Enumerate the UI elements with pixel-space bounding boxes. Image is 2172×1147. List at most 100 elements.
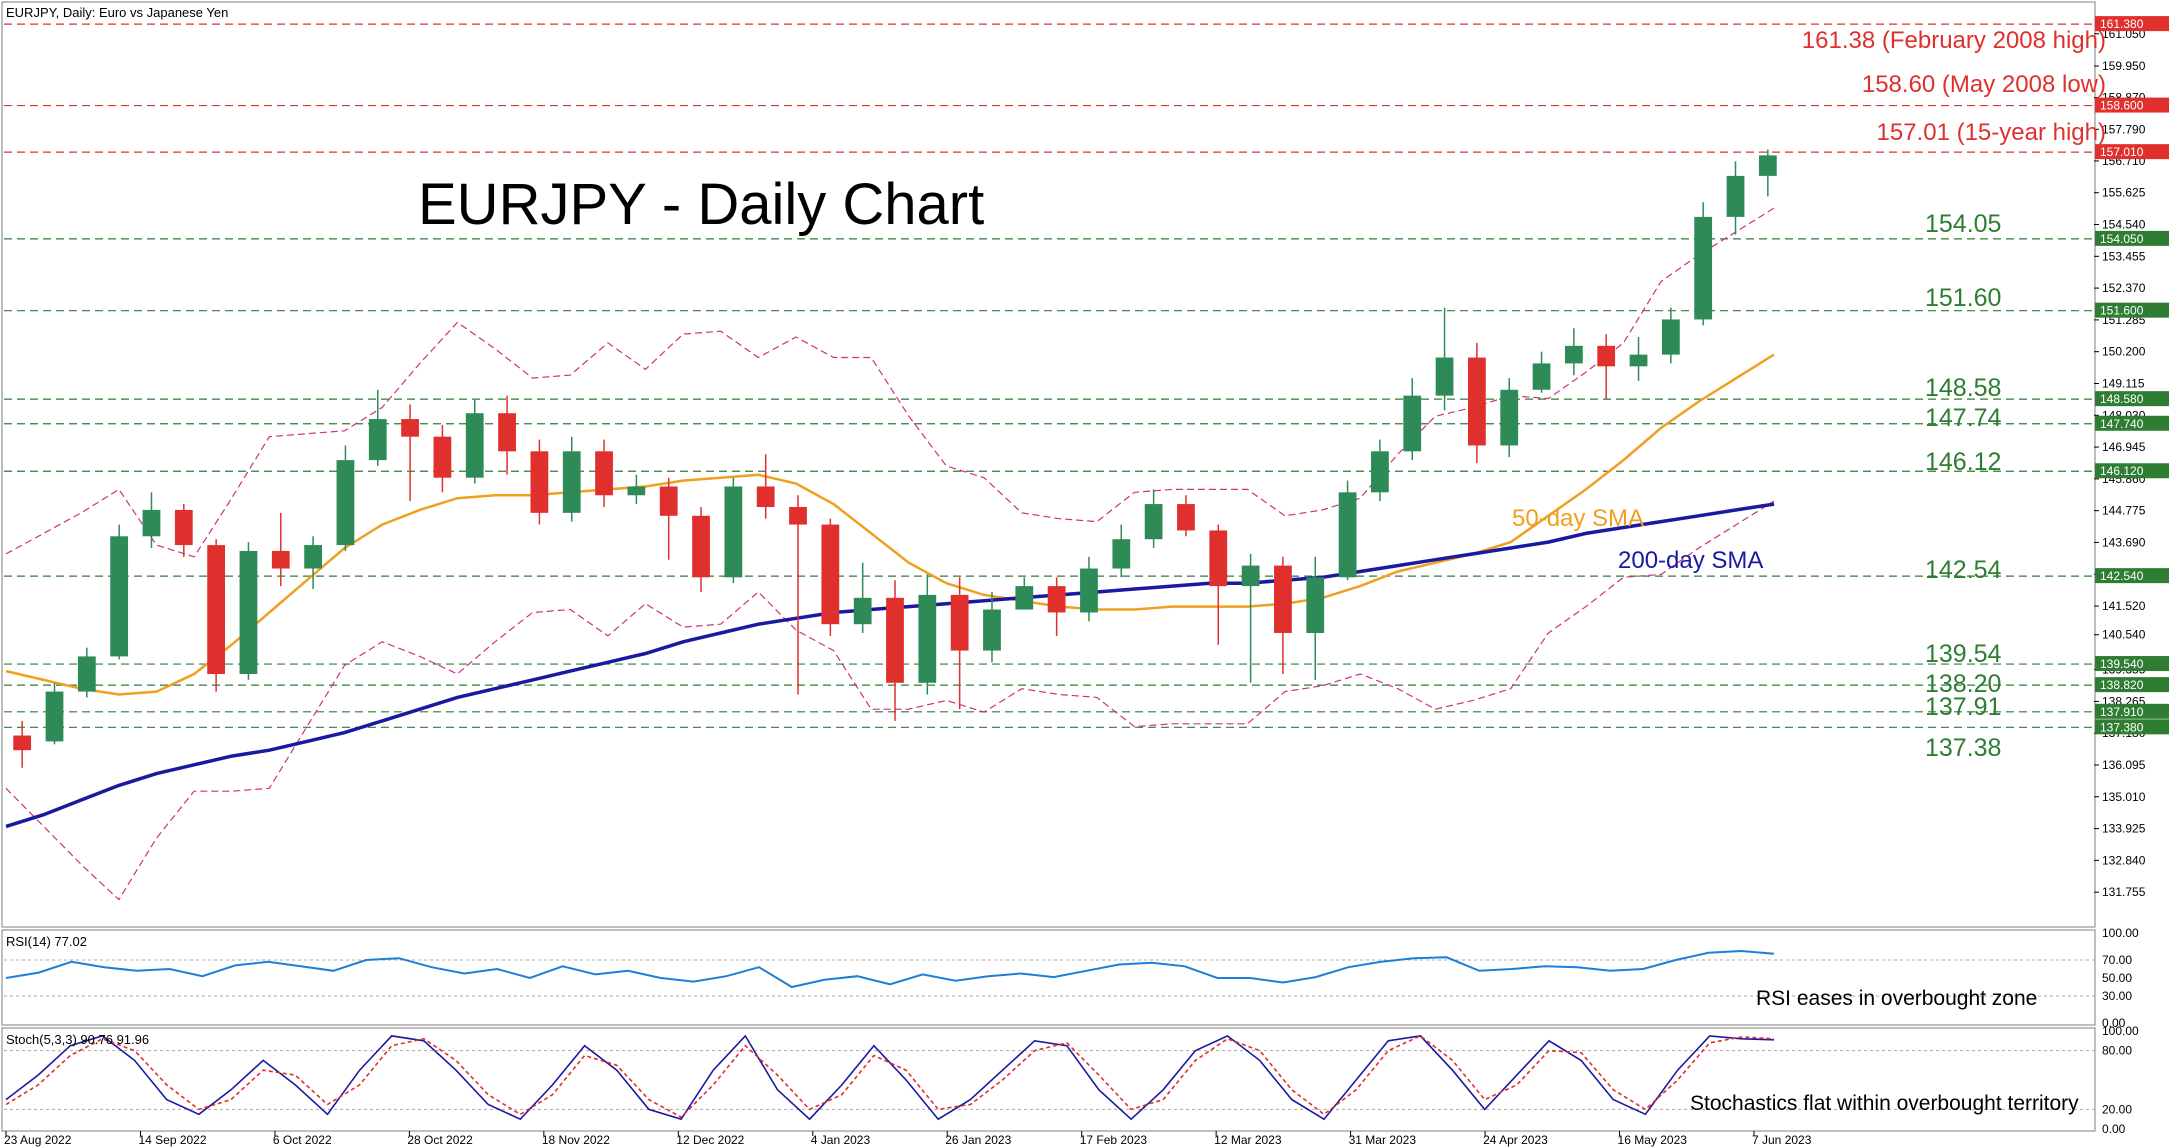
candle-body [1500,389,1519,446]
candle [983,591,1001,663]
y-tick-label: 159.950 [2102,59,2146,73]
candle-body [1564,345,1583,364]
x-tick-label: 6 Oct 2022 [273,1133,332,1147]
rsi-tick-label: 30.00 [2102,989,2132,1003]
level-label: 161.38 (February 2008 high) [1802,27,2106,54]
candle [886,580,904,721]
price-tag-box [2095,415,2169,431]
candle [950,577,969,710]
y-tick-label: 149.115 [2102,376,2145,390]
candle [271,512,290,587]
rsi-note: RSI eases in overbought zone [1756,987,2037,1010]
y-tick-label: 154.540 [2102,218,2146,232]
x-tick-label: 28 Oct 2022 [407,1133,473,1147]
candle-body [304,545,322,569]
level-lines-layer [4,23,2094,728]
candle-body [1112,539,1131,569]
price-tag-text: 148.580 [2100,392,2144,406]
candle-body [1694,216,1713,320]
level-label: 146.12 [1925,448,2001,476]
bollinger-layer [5,207,1775,901]
candle [45,682,64,745]
candle-body [1468,357,1486,446]
sma50-label: 50-day SMA [1512,505,1644,532]
x-tick-label: 16 May 2023 [1618,1133,1688,1147]
x-tick-label: 18 Nov 2022 [542,1133,610,1147]
candle [1661,307,1680,364]
price-tag-text: 151.600 [2100,304,2144,318]
candle-body [627,486,646,496]
candle-body [1015,586,1034,610]
y-tick-label: 152.370 [2102,281,2146,295]
level-label: 137.91 [1925,693,2001,721]
candle [1564,328,1583,376]
stoch-tick-label: 100.00 [2102,1024,2139,1038]
candle-body [174,509,193,546]
level-labels-layer: 161.38 (February 2008 high) 158.60 (May 2… [1802,27,2106,762]
time-axis: 23 Aug 2022 14 Sep 2022 6 Oct 2022 28 Oct 2… [4,1131,1812,1147]
candle [1047,577,1066,636]
candle-body [1274,565,1292,633]
candle-body [401,419,419,437]
price-tag-box [2095,16,2169,32]
y-tick-label: 153.455 [2102,249,2146,263]
candle-body [1758,155,1777,176]
candle-body [13,735,32,751]
price-tag-box [2095,144,2169,160]
candle [304,536,322,590]
candle-body [692,515,710,578]
candle [1726,161,1745,235]
candle [1241,553,1260,683]
x-tick-label: 12 Dec 2022 [676,1133,744,1147]
main-panel-frame [1,1,2096,928]
candle [1177,495,1195,537]
y-tick-label: 135.010 [2102,790,2146,804]
y-tick-label: 132.840 [2102,853,2146,867]
y-tick-label: 146.945 [2102,440,2146,454]
y-tick-label: 144.775 [2102,504,2146,518]
candle-body [1338,492,1357,578]
candle [530,439,549,525]
y-tick-label: 150.200 [2102,345,2146,359]
candle-body [1661,319,1680,355]
price-tag-text: 147.740 [2100,417,2144,431]
candle-body [918,594,937,683]
stoch-tick-label: 0.00 [2102,1122,2126,1136]
y-tick-label: 140.540 [2102,628,2146,642]
candle-body [789,506,807,525]
candle [1144,489,1163,549]
candle [1532,351,1551,393]
candle-body [1726,175,1745,217]
chart-title: EURJPY - Daily Chart [418,172,984,237]
x-tick-label: 4 Jan 2023 [811,1133,871,1147]
bollinger-upper-band [5,207,1775,558]
candle-body [983,609,1001,651]
candle [1435,307,1454,411]
candle-body [1306,577,1325,633]
y-tick-label: 131.755 [2102,885,2146,899]
candle-body [950,594,969,651]
candle [627,474,646,505]
candle-body [368,419,387,461]
candle [692,506,710,592]
candle-body [142,509,161,537]
price-tag-box [2095,719,2169,735]
price-tag-box [2095,391,2169,407]
candle [789,495,807,695]
candle [595,439,613,507]
candle-body [530,451,549,513]
rsi-tick-label: 0.00 [2102,1016,2126,1030]
sma200-label: 200-day SMA [1618,547,1763,574]
price-tag-text: 154.050 [2100,232,2144,246]
y-tick-label: 141.520 [2102,599,2146,613]
candle-body [1597,345,1616,367]
candle [239,542,258,680]
level-label: 137.38 [1925,734,2001,762]
price-tag-box [2095,302,2169,318]
candle [1758,149,1777,197]
candle [142,492,161,549]
candle-body [1144,504,1163,540]
level-label: 148.58 [1925,374,2001,402]
candle [918,574,937,695]
